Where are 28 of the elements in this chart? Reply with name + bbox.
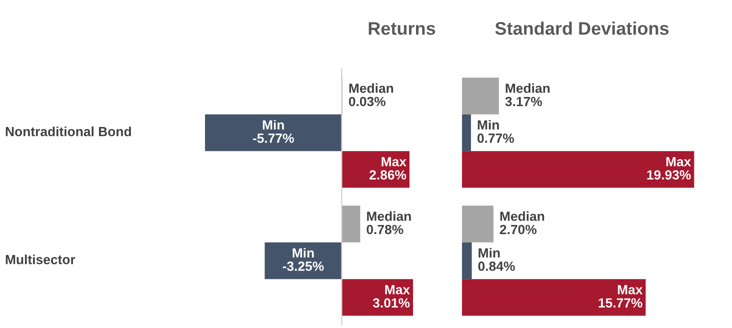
y-tick-label: Nontraditional Bond (6, 126, 131, 136)
data-label: 0.77% (477, 134, 514, 143)
chart-title: Returns (368, 22, 436, 35)
data-label: -5.77% (252, 134, 294, 143)
data-label: -3.25% (282, 262, 324, 271)
chart-title: Standard Deviations (495, 22, 669, 35)
data-label: 2.86% (370, 170, 406, 180)
series-label: Max (382, 157, 406, 166)
data-label: 15.77% (598, 298, 642, 308)
text: Median (349, 83, 394, 93)
data-label: 19.93% (647, 170, 691, 180)
text: Max (385, 285, 410, 294)
text: Min (292, 248, 314, 258)
data-label: 0.03% (348, 96, 386, 106)
text: Min (478, 248, 500, 258)
series-label: Max (666, 157, 692, 166)
data-label: 0.84% (478, 262, 515, 271)
series-label: Min (262, 120, 284, 130)
data-label: 3.17% (505, 96, 542, 106)
series-label: Median (506, 83, 550, 93)
series-label: Median (367, 211, 411, 221)
text: Median (500, 211, 544, 221)
text: Max (618, 285, 643, 294)
y-tick-label: Multisector (6, 254, 76, 264)
data-label: 0.78% (366, 224, 404, 234)
data-label: 3.01% (372, 298, 410, 308)
series-label: Min (478, 120, 499, 130)
data-label: 2.70% (500, 224, 537, 234)
